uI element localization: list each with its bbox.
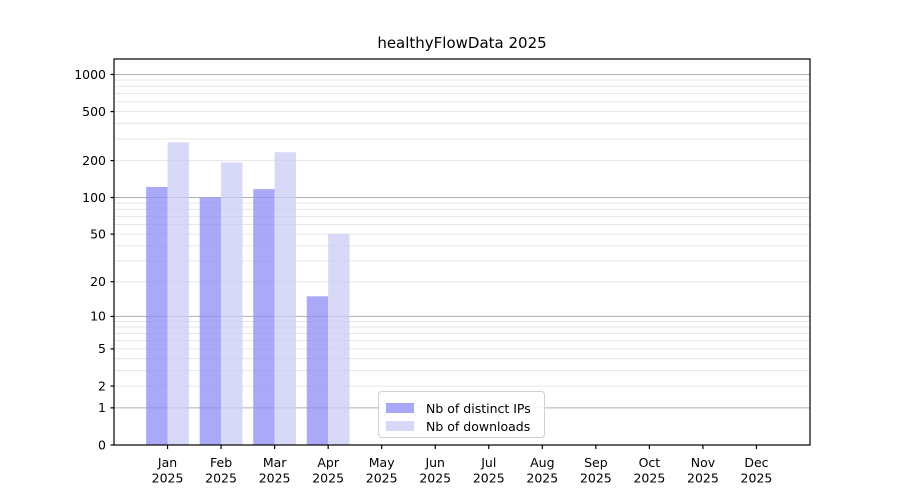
plot-border [113,58,811,446]
legend-swatch-downloads [386,421,414,431]
x-tick-label-year: 2025 [633,471,665,486]
x-tick-label-month: Dec [744,455,768,470]
y-tick-label: 10 [90,309,106,324]
y-tick-label: 1000 [74,67,106,82]
x-tick-label-year: 2025 [580,471,612,486]
y-tick-label: 20 [90,274,106,289]
x-tick-label-month: Feb [210,455,232,470]
x-tick-label-year: 2025 [687,471,719,486]
bar-distinct-ips-feb [199,197,222,445]
legend-swatch-distinct-ips [386,403,414,413]
x-tick-label-year: 2025 [152,471,184,486]
y-tick-label: 50 [90,226,106,241]
chart-title: healthyFlowData 2025 [377,34,547,52]
x-tick-label-year: 2025 [526,471,558,486]
y-tick-label: 200 [82,153,106,168]
y-tick-label: 100 [82,190,106,205]
x-tick-label-year: 2025 [205,471,237,486]
y-tick-label: 2 [98,378,106,393]
x-tick-label-month: Mar [263,455,287,470]
y-tick-label: 1 [98,400,106,415]
bar-distinct-ips-jan [146,186,168,446]
x-tick-label-year: 2025 [473,471,505,486]
legend-label-distinct-ips: Nb of distinct IPs [426,400,531,416]
legend-label-downloads: Nb of downloads [426,418,531,434]
x-tick-label-month: Aug [530,455,554,470]
x-tick-label-month: Nov [691,455,716,470]
x-tick-label-year: 2025 [419,471,451,486]
bar-distinct-ips-apr [306,296,329,445]
x-tick-label-month: Jan [157,455,177,470]
y-tick-label: 500 [82,104,106,119]
bar-downloads-apr [328,234,350,445]
x-tick-label-year: 2025 [312,471,344,486]
x-tick-label-year: 2025 [741,471,773,486]
x-tick-label-month: Jun [424,455,445,470]
bar-distinct-ips-mar [253,189,275,445]
bar-downloads-jan [167,142,189,445]
x-tick-label-month: Apr [317,455,339,470]
legend-item-distinct-ips: Nb of distinct IPs [386,399,544,417]
y-tick-label: 0 [98,437,106,452]
x-tick-label-month: Oct [639,455,661,470]
bar-downloads-mar [274,152,297,445]
y-tick-label: 5 [98,341,106,356]
x-tick-label-year: 2025 [259,471,291,486]
legend-item-downloads: Nb of downloads [386,417,544,435]
x-tick-label-month: May [369,455,395,470]
bar-downloads-feb [221,162,243,445]
x-tick-label-month: Sep [584,455,608,470]
legend: Nb of distinct IPs Nb of downloads [378,391,545,438]
x-tick-label-year: 2025 [366,471,398,486]
x-tick-label-month: Jul [480,455,496,470]
